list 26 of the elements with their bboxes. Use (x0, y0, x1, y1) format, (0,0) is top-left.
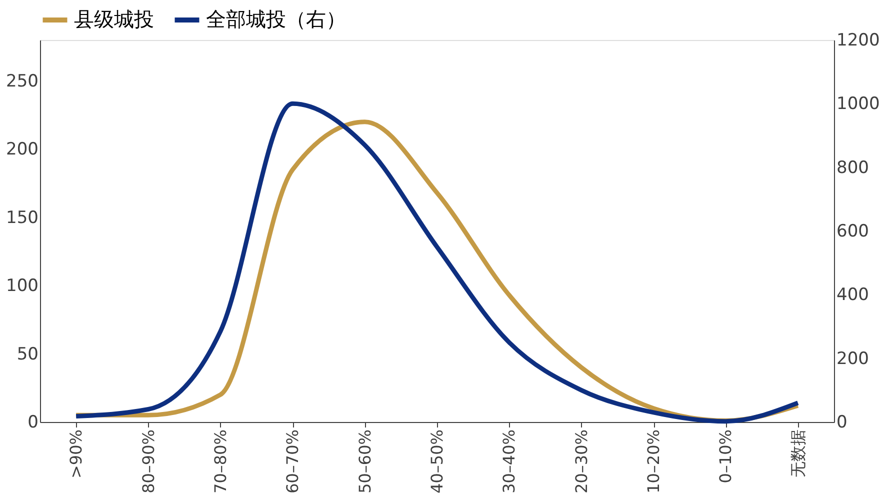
y2-tick-label: 800 (836, 158, 869, 178)
y2-tick-label: 1000 (836, 94, 880, 114)
x-tick-label: 40–50% (428, 430, 446, 494)
y2-tick-label: 200 (836, 348, 869, 369)
x-tick-label: 50–60% (355, 430, 374, 494)
x-tick-label: 10–20% (644, 430, 664, 494)
x-tick-label: 无数据 (788, 430, 808, 478)
y-tick-label: 50 (16, 344, 38, 364)
x-tick-label: 30–40% (500, 430, 519, 494)
x-tick-label: 80–90% (138, 430, 158, 494)
x-tick-label: >90% (66, 430, 86, 478)
y-tick-label: 100 (6, 276, 38, 296)
y-tick-label: 200 (6, 140, 38, 160)
y2-tick-label: 1200 (836, 30, 880, 50)
legend-label: 县级城投 (74, 7, 154, 31)
legend-label: 全部城投（右） (206, 7, 346, 31)
x-tick-label: 70–80% (210, 430, 230, 494)
y-tick-label: 150 (6, 208, 38, 228)
x-tick-label: 60–70% (283, 430, 302, 494)
x-tick-label: 20–30% (572, 430, 591, 494)
y2-tick-label: 400 (836, 285, 869, 306)
x-tick-label: 0–10% (716, 430, 736, 484)
y2-tick-label: 600 (836, 222, 869, 242)
y-tick-label: 0 (28, 412, 38, 432)
y2-tick-label: 0 (836, 412, 848, 432)
y-tick-label: 250 (6, 71, 38, 92)
